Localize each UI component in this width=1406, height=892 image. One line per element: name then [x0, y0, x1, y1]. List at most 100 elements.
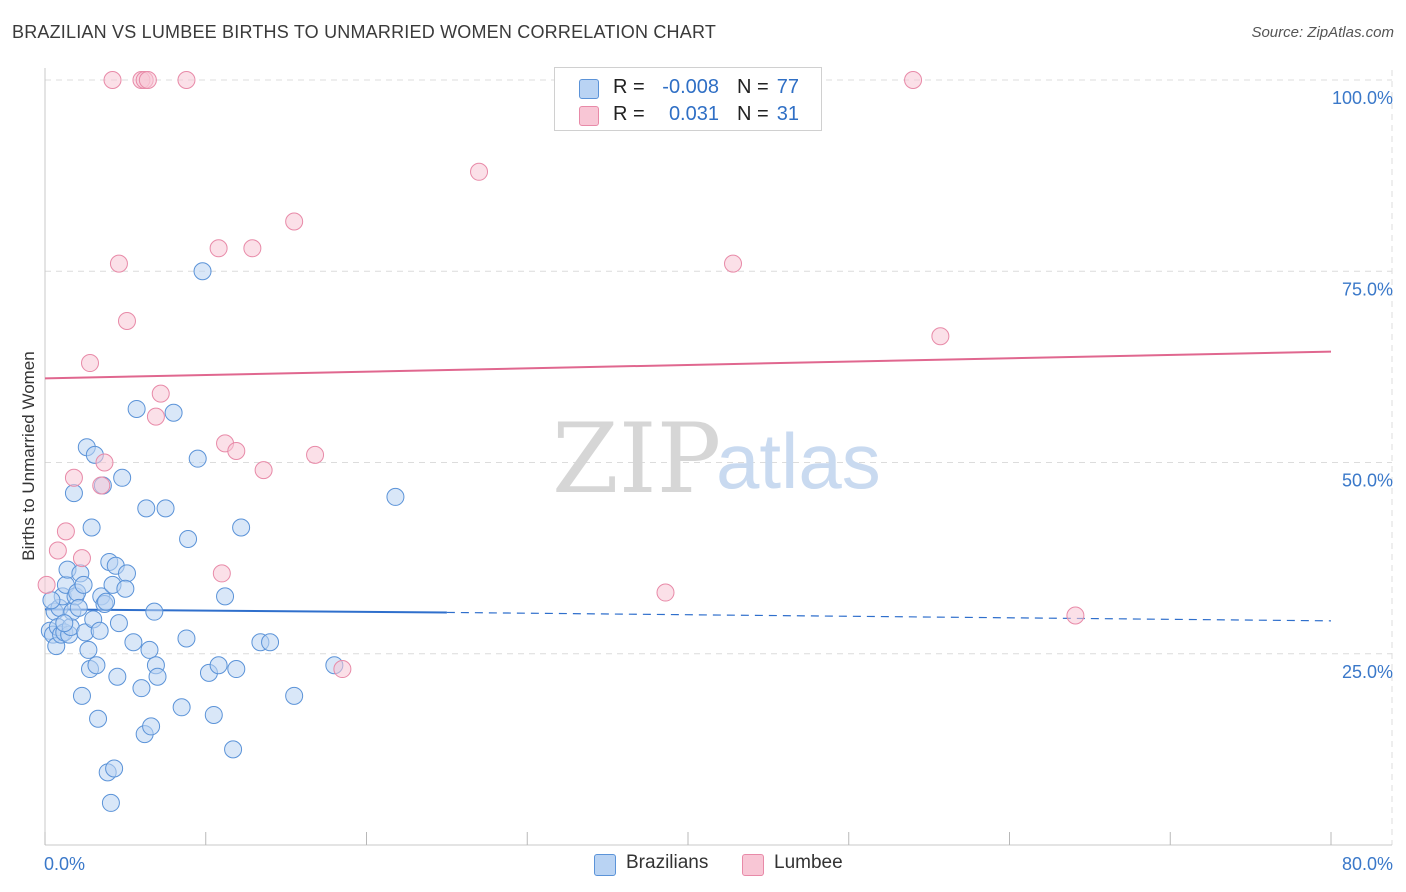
legend-n-value: 77	[776, 76, 799, 98]
brazilians-point	[216, 587, 235, 606]
brazilians-point	[97, 592, 116, 611]
legend-r-value: 0.031	[668, 103, 719, 125]
brazilians-point	[109, 614, 128, 633]
chart-title: BRAZILIAN VS LUMBEE BIRTHS TO UNMARRIED …	[12, 22, 717, 42]
brazilians-swatch	[579, 79, 599, 99]
trend-layer	[44, 350, 1332, 622]
lumbee-point	[470, 162, 489, 181]
y-axis-label: Births to Unmarried Women	[19, 351, 38, 560]
lumbee-point	[306, 445, 325, 464]
brazilians-point	[137, 499, 156, 518]
brazilians-point	[179, 530, 198, 548]
lumbee-point	[109, 254, 128, 273]
brazilians-point	[90, 621, 109, 640]
brazilians-point	[188, 449, 207, 468]
brazilians-point	[105, 759, 124, 778]
y-tick-label: 25.0%	[1342, 662, 1393, 682]
brazilians-point	[74, 575, 93, 594]
lumbee-point	[243, 239, 262, 258]
lumbee-point	[151, 384, 170, 403]
x-tick-label: 80.0%	[1342, 854, 1393, 874]
brazilians-point	[116, 579, 135, 598]
brazilians-point	[232, 518, 251, 537]
watermark: ZIP atlas	[552, 403, 881, 515]
brazilians-point	[64, 484, 83, 503]
lumbee-point	[95, 453, 114, 472]
brazilians-point	[87, 656, 106, 675]
legend-n-label: N =	[737, 76, 769, 98]
lumbee-point	[81, 354, 100, 373]
brazilians-point	[42, 591, 61, 610]
x-tick-label: 0.0%	[44, 854, 85, 874]
points-layer	[37, 71, 1085, 812]
lumbee-swatch	[742, 854, 764, 876]
legend-r-value: -0.008	[662, 76, 719, 98]
watermark-zip: ZIP	[552, 403, 721, 515]
brazilians-point	[142, 717, 161, 736]
correlation-legend: R = -0.008 N = 77 R = 0.031 N = 31	[554, 67, 822, 131]
lumbee-point	[48, 541, 67, 560]
lumbee-point	[117, 311, 136, 330]
legend-n-label: N =	[737, 103, 769, 125]
y-tick-label: 50.0%	[1342, 471, 1393, 491]
lumbee-point	[146, 407, 165, 426]
brazilians-point	[127, 399, 146, 418]
y-tick-label: 100.0%	[1332, 88, 1393, 108]
lumbee-point	[209, 239, 228, 258]
brazilians-point	[101, 793, 120, 812]
brazilians-point	[224, 740, 243, 759]
y-tick-label: 75.0%	[1342, 279, 1393, 299]
legend-r-label: R =	[613, 76, 645, 98]
lumbee-point	[227, 442, 246, 461]
brazilians-trend-line	[44, 608, 447, 614]
legend-label-brazilians: Brazilians	[626, 852, 709, 873]
lumbee-point	[138, 71, 157, 89]
brazilians-point	[204, 705, 223, 724]
brazilians-point	[113, 468, 132, 487]
lumbee-point	[72, 549, 91, 568]
legend-label-lumbee: Lumbee	[774, 852, 843, 873]
brazilians-point	[177, 629, 196, 648]
brazilians-point	[82, 518, 101, 537]
brazilians-point	[172, 698, 191, 717]
lumbee-point	[724, 254, 743, 273]
brazilians-point	[140, 640, 159, 659]
brazilians-point	[55, 614, 74, 633]
lumbee-point	[904, 71, 923, 89]
brazilians-point	[72, 686, 91, 705]
brazilians-point	[193, 262, 212, 281]
lumbee-point	[1066, 606, 1085, 625]
lumbee-point	[64, 468, 83, 487]
brazilians-point	[132, 679, 151, 698]
brazilians-point	[285, 686, 304, 705]
brazilians-point	[386, 487, 405, 506]
brazilians-point	[69, 598, 88, 617]
lumbee-point	[656, 583, 675, 602]
brazilians-point	[156, 499, 175, 518]
lumbee-swatch	[579, 106, 599, 126]
lumbee-point	[92, 476, 111, 495]
lumbee-point	[254, 461, 273, 480]
brazilians-point	[117, 564, 136, 583]
legend-n-value: 31	[776, 103, 799, 125]
axis-layer: 25.0% 50.0% 75.0% 100.0% 0.0% 80.0%	[44, 68, 1393, 874]
brazilians-point	[79, 640, 98, 659]
brazilians-point	[89, 709, 108, 728]
brazilians-point	[108, 667, 127, 686]
grid-layer	[45, 70, 1393, 845]
lumbee-point	[333, 660, 352, 679]
brazilians-point	[164, 403, 183, 422]
brazilians-point	[261, 633, 280, 652]
lumbee-point	[285, 212, 304, 231]
lumbee-point	[212, 564, 231, 583]
brazilians-trend-extension	[446, 611, 1332, 622]
brazilians-point	[124, 633, 143, 652]
brazilians-point	[209, 656, 228, 675]
legend-r-label: R =	[613, 103, 645, 125]
lumbee-trend-line	[44, 350, 1332, 380]
brazilians-point	[227, 660, 246, 679]
source-label: Source: ZipAtlas.com	[1251, 24, 1394, 41]
brazilians-point	[148, 667, 167, 686]
brazilians-swatch	[594, 854, 616, 876]
